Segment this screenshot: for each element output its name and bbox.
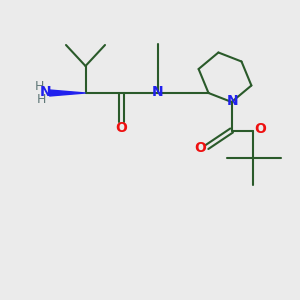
Text: N: N <box>227 94 238 108</box>
Text: H: H <box>36 93 46 106</box>
Text: H: H <box>34 80 44 93</box>
Text: N: N <box>152 85 163 99</box>
Text: N: N <box>40 85 52 99</box>
Text: O: O <box>116 121 128 135</box>
Text: O: O <box>254 122 266 136</box>
Polygon shape <box>50 90 86 96</box>
Text: O: O <box>194 142 206 155</box>
